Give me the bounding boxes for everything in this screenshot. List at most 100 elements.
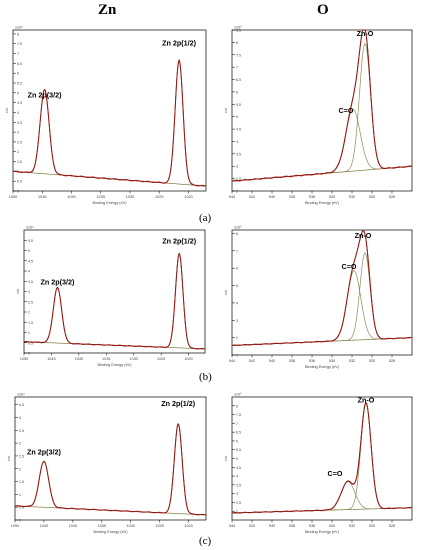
y-tick-label: 5 xyxy=(236,115,238,119)
peak-annotation: C=O xyxy=(342,262,357,271)
y-tick-label: 6.5 xyxy=(236,431,241,435)
y-tick-label: 2 xyxy=(236,510,238,514)
y-tick-label: 0 xyxy=(28,352,30,356)
y-tick-label: 7 xyxy=(236,66,238,70)
x-tick-label: 1050 xyxy=(11,524,19,528)
y-tick-label: 8.5 xyxy=(236,29,241,33)
x-tick-label: 528 xyxy=(389,524,395,528)
x-tick-label: 534 xyxy=(329,359,335,363)
c-o-component-curve xyxy=(231,108,413,182)
fit-envelope xyxy=(14,422,207,516)
y-tick-label: 5 xyxy=(236,457,238,461)
x-tick-label: 540 xyxy=(269,359,275,363)
y-axis-label: c/s xyxy=(224,456,228,461)
y-tick-label: 4.5 xyxy=(19,403,24,407)
y-exponent: x10⁴ xyxy=(26,226,34,230)
measured-spectrum xyxy=(231,402,413,514)
y-tick-label: 4.5 xyxy=(236,466,241,470)
measured-spectrum xyxy=(14,423,207,516)
y-tick-label: 1.5 xyxy=(17,160,22,164)
y-tick-label: 3 xyxy=(28,290,30,294)
plot-frame xyxy=(14,396,207,521)
column-title-o: O xyxy=(317,2,329,18)
x-tick-label: 536 xyxy=(309,524,315,528)
x-tick-label: 1050 xyxy=(9,195,17,199)
peak-annotation: C=O xyxy=(328,469,343,478)
y-tick-label: 6 xyxy=(236,90,238,94)
y-tick-label: 3 xyxy=(19,442,21,446)
y-tick-label: 4.5 xyxy=(17,101,22,105)
row-label-b: (b) xyxy=(199,371,212,383)
x-axis-label: Binding Energy (eV) xyxy=(98,363,133,367)
x-tick-label: 530 xyxy=(369,524,375,528)
fit-envelope xyxy=(231,230,413,346)
y-tick-label: 1.5 xyxy=(19,480,24,484)
y-tick-label: 5.5 xyxy=(236,448,241,452)
y-tick-label: 2.5 xyxy=(236,177,241,181)
y-exponent: x10⁴ xyxy=(15,26,23,30)
y-tick-label: 0.5 xyxy=(19,506,24,510)
y-tick-label: 7 xyxy=(236,422,238,426)
measured-spectrum xyxy=(23,252,206,350)
x-tick-label: 528 xyxy=(389,195,395,199)
y-tick-label: 5 xyxy=(17,91,19,95)
x-tick-label: 1045 xyxy=(40,524,48,528)
y-tick-label: 0.5 xyxy=(28,341,33,345)
x-tick-label: 536 xyxy=(309,195,315,199)
y-tick-label: 8 xyxy=(236,41,238,45)
y-tick-label: 5 xyxy=(28,249,30,253)
y-axis-label: c/s xyxy=(7,456,11,461)
measured-spectrum xyxy=(231,230,413,347)
y-tick-label: 5 xyxy=(236,284,238,288)
peak-annotation: Zn 2p(3/2) xyxy=(27,448,62,457)
y-tick-label: 4 xyxy=(17,111,19,115)
y-tick-label: 3.5 xyxy=(17,121,22,125)
y-tick-label: 3.5 xyxy=(236,483,241,487)
y-tick-label: 8 xyxy=(236,404,238,408)
plot-frame xyxy=(12,29,207,192)
x-tick-label: 1025 xyxy=(157,357,165,361)
y-tick-label: 7.5 xyxy=(236,53,241,57)
x-tick-label: 538 xyxy=(289,195,295,199)
x-tick-label: 1035 xyxy=(97,195,105,199)
panel-o-1: 2 2.5 3 3.5 4 4.5 5 5.5 6 6.5 7 7.5 8 8.5 544 542 540 538… xyxy=(224,26,413,205)
x-tick-label: 540 xyxy=(269,195,275,199)
row-label-a: (a) xyxy=(199,212,212,224)
x-tick-label: 1045 xyxy=(47,357,55,361)
y-tick-label: 5.5 xyxy=(17,82,22,86)
y-tick-label: 4 xyxy=(236,140,238,144)
plot-frame xyxy=(23,229,206,354)
x-tick-label: 1025 xyxy=(155,524,163,528)
peak-annotation: Zn 2p(3/2) xyxy=(28,91,63,100)
y-axis-label: c/s xyxy=(224,290,228,295)
y-tick-label: 6 xyxy=(236,267,238,271)
peak-annotation: Zn 2p(1/2) xyxy=(161,399,196,408)
y-tick-label: 4.5 xyxy=(28,259,33,263)
x-tick-label: 528 xyxy=(389,359,395,363)
x-tick-label: 1045 xyxy=(38,195,46,199)
x-tick-label: 534 xyxy=(329,524,335,528)
y-tick-label: 3 xyxy=(17,131,19,135)
y-axis-label: c/s xyxy=(224,108,228,113)
y-exponent: x10⁴ xyxy=(17,393,25,397)
y-tick-label: 4 xyxy=(28,270,30,274)
x-tick-label: 1050 xyxy=(20,357,28,361)
y-tick-label: 2.5 xyxy=(28,300,33,304)
y-tick-label: 4 xyxy=(236,301,238,305)
y-axis-label: c/s xyxy=(5,108,9,113)
x-tick-label: 538 xyxy=(289,524,295,528)
y-tick-label: 1.5 xyxy=(28,321,33,325)
c-o-component-curve xyxy=(231,270,413,346)
y-tick-label: 2 xyxy=(17,150,19,154)
peak-annotation: Zn 2p(1/2) xyxy=(162,39,197,48)
x-tick-label: 542 xyxy=(249,524,255,528)
y-tick-label: 1 xyxy=(236,354,238,358)
y-tick-label: 1 xyxy=(28,331,30,335)
y-tick-label: 7 xyxy=(236,249,238,253)
fit-envelope xyxy=(12,59,207,187)
zn-o-component-curve xyxy=(231,43,413,182)
x-tick-label: 536 xyxy=(309,359,315,363)
x-tick-label: 544 xyxy=(229,359,235,363)
